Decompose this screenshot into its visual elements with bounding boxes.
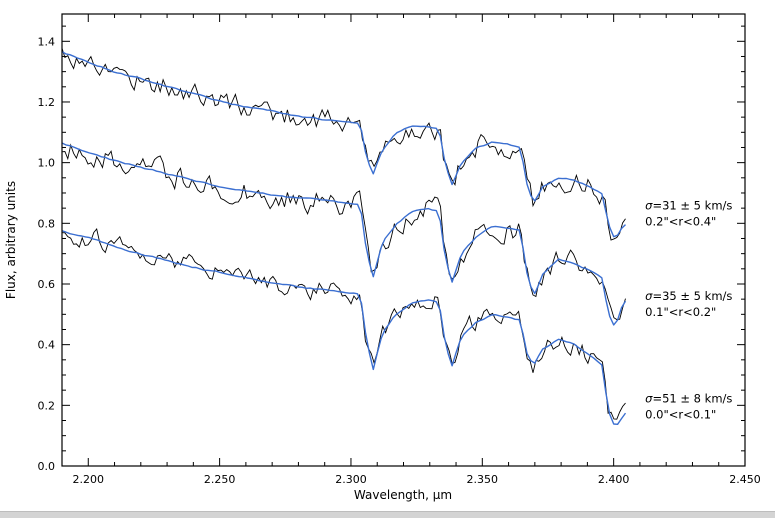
y-tick-label: 0.0: [38, 460, 56, 473]
sigma-annotation-0: σ=31 ± 5 km/s: [645, 199, 732, 213]
x-tick-label: 2.200: [73, 473, 105, 486]
window-bottom-edge: [0, 511, 775, 518]
y-tick-label: 0.8: [38, 217, 56, 230]
sigma-annotation-2: σ=51 ± 8 km/s: [645, 391, 732, 405]
radius-annotation-0: 0.2"<r<0.4": [645, 215, 716, 229]
spectrum-data-line-0: [61, 48, 626, 241]
spectrum-data-line-1: [61, 143, 626, 320]
y-tick-label: 1.2: [38, 96, 56, 109]
x-axis-label: Wavelength, μm: [354, 488, 452, 502]
x-tick-label: 2.400: [598, 473, 630, 486]
sigma-annotation-1: σ=35 ± 5 km/s: [645, 289, 732, 303]
spectrum-model-line-1: [61, 142, 627, 326]
x-tick-label: 2.350: [467, 473, 499, 486]
y-tick-label: 1.0: [38, 157, 56, 170]
y-tick-label: 0.4: [38, 339, 56, 352]
x-tick-label: 2.300: [335, 473, 367, 486]
y-axis-label: Flux, arbitrary units: [4, 181, 18, 299]
x-tick-label: 2.250: [204, 473, 236, 486]
radius-annotation-2: 0.0"<r<0.1": [645, 407, 716, 421]
spectrum-model-line-0: [61, 51, 626, 238]
y-tick-label: 1.4: [38, 35, 56, 48]
plot-frame: [61, 13, 746, 467]
x-tick-label: 2.450: [729, 473, 761, 486]
y-tick-label: 0.6: [38, 278, 56, 291]
radius-annotation-1: 0.1"<r<0.2": [645, 305, 716, 319]
y-tick-label: 0.2: [38, 399, 56, 412]
spectrum-model-line-2: [61, 230, 627, 425]
spectrum-data-line-2: [61, 228, 626, 420]
